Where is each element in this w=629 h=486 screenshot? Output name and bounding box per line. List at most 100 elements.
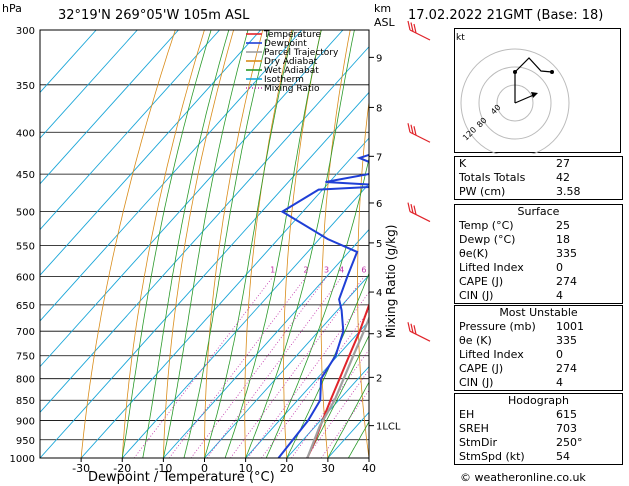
wind-barb-feather [413,205,417,215]
series-dewpoint [277,153,369,458]
x-axis-title: Dewpoint / Temperature (°C) [88,470,275,485]
x-tick-label: 20 [280,462,294,475]
most-unstable-table: Most Unstable Pressure (mb) 1001 θe (K) 335… [454,305,623,391]
index-value: 27 [556,157,570,170]
index-label: Temp (°C) [459,219,514,232]
km-tick-label: 6 [376,199,382,210]
wet-adiabat [306,334,369,458]
legend-entry: Parcel Trajectory [264,48,339,58]
pressure-tick-label: 750 [16,352,35,363]
wet-adiabat [265,156,369,458]
mixing-ratio-axis-title: Mixing Ratio (g/kg) [384,224,398,338]
pressure-tick-label: 800 [16,375,35,386]
index-value: 335 [556,247,577,260]
index-label: Dewp (°C) [459,233,516,246]
index-row: Dewp (°C) 18 [455,233,622,247]
dry-adiabat [320,30,351,458]
isotherm-line [40,30,179,185]
index-label: K [459,157,467,170]
axes: 3003504004505005506006507007508008509009… [10,26,401,475]
x-tick-label: 10 [239,462,253,475]
wind-barb-feather [413,126,417,136]
mixing-ratio-label: 3 [324,265,329,274]
wet-adiabat [327,381,369,458]
index-row: Pressure (mb) 1001 [455,320,622,334]
dry-adiabat [121,30,205,458]
index-row: Lifted Index 0 [455,261,622,275]
pressure-unit-label: hPa [2,2,22,15]
isotherm-line [204,274,369,458]
index-row: θe (K) 335 [455,334,622,348]
surface-title: Surface [517,205,560,218]
mixing-ratio-line [168,276,307,458]
mixing-ratio-label: 4 [339,265,344,274]
index-label: Totals Totals [459,171,526,184]
mixing-ratio-label: 2 [303,265,308,274]
index-label: StmSpd (kt) [459,450,525,463]
km-tick-label: 9 [376,53,382,64]
km-tick-label: 2 [376,373,382,384]
index-value: 274 [556,275,577,288]
wind-barb [409,330,431,342]
most-unstable-title: Most Unstable [499,306,578,319]
index-value: 3.58 [556,185,581,198]
wind-barb-feather [410,203,414,214]
index-row: Totals Totals 42 [455,171,622,185]
x-tick-label: -10 [154,462,172,475]
isotherm-line [245,320,369,458]
pressure-tick-label: 600 [16,272,35,283]
legend-entry: Isotherm [264,75,304,85]
wet-adiabat [163,30,249,458]
wind-barb-feather [407,322,411,332]
wind-barb-feather [407,202,411,212]
index-label: CIN (J) [459,289,494,302]
index-value: 274 [556,362,577,375]
indices-table: K 27 Totals Totals 42 PW (cm) 3.58 [454,156,623,200]
pressure-tick-label: 700 [16,327,35,338]
index-label: EH [459,408,475,421]
index-value: 18 [556,233,570,246]
km-tick-label: 3 [376,330,382,341]
mixing-ratio-line [247,291,369,458]
dry-adiabat [80,30,176,458]
index-label: θe(K) [459,247,489,260]
isotherm-line [40,30,97,94]
mixing-ratio-line [190,276,328,458]
hodograph-table: Hodograph EH 615 SREH 703 StmDir 250° StmSpd (… [454,393,623,465]
mixing-ratio-label: 1 [270,265,275,274]
index-row: Temp (°C) 25 [455,219,622,233]
pressure-tick-label: 450 [16,170,35,181]
index-value: 4 [556,289,563,302]
hodograph-title: Hodograph [508,394,569,407]
pressure-tick-label: 650 [16,301,35,312]
wind-barb-feather [407,123,411,133]
wet-adiabat [121,30,212,458]
wind-barb [409,29,431,41]
legend-entry: Dewpoint [264,39,307,49]
isotherm-line [40,30,138,139]
pressure-tick-label: 850 [16,396,35,407]
wind-barb-feather [407,20,411,31]
mixing-ratio-line [133,276,274,458]
index-value: 615 [556,408,577,421]
isotherm-line [163,228,369,458]
index-row: Lifted Index 0 [455,348,622,362]
wind-barb-feather [413,23,417,34]
wet-adiabat [142,30,230,458]
wind-barb [409,211,431,223]
index-row: StmDir 250° [455,436,622,450]
km-tick-label: 4 [376,288,382,299]
index-label: SREH [459,422,489,435]
km-unit-label: km [374,2,392,15]
credit-text: © weatheronline.co.uk [460,471,586,484]
legend-entry: Dry Adiabat [264,57,318,67]
hodograph-panel: kt 40 80 120 [454,28,621,154]
isotherm-line [40,91,369,458]
hodograph-ring [478,66,552,140]
dry-adiabat [163,30,234,458]
mixing-ratio-label: 16 [419,265,429,274]
x-tick-label: 40 [362,462,376,475]
wet-adiabat [183,30,270,458]
